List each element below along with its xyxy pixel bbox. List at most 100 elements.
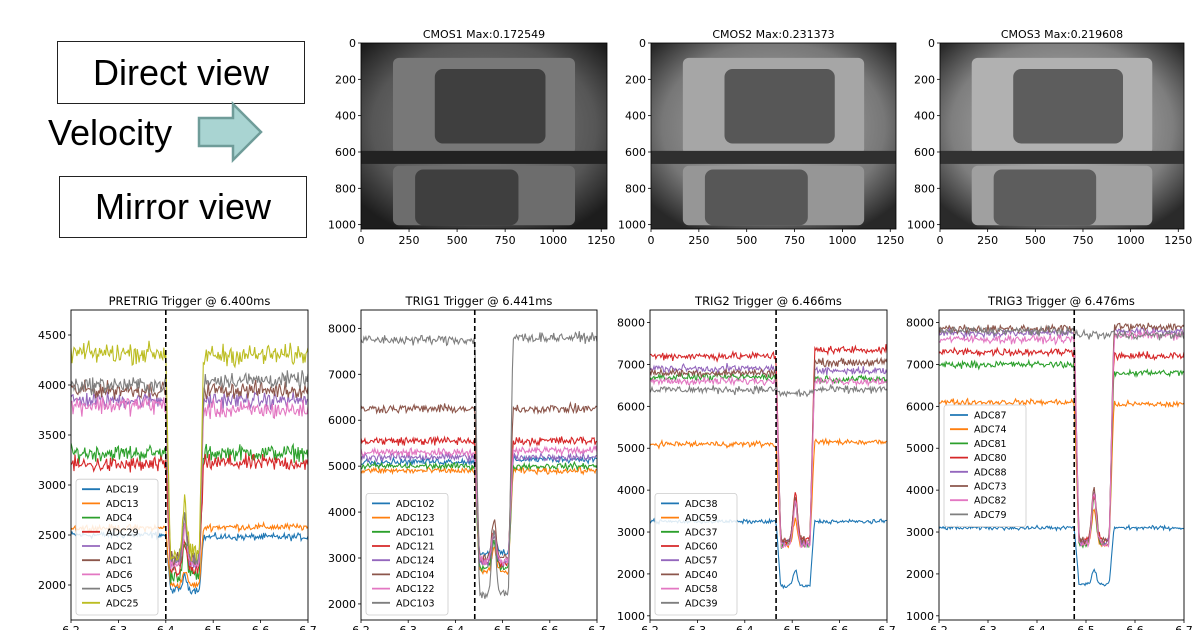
plot-frame <box>70 309 309 621</box>
y-tick-label: 1000 <box>618 219 646 232</box>
x-tick-label: 0 <box>937 234 944 247</box>
legend-label: ADC101 <box>396 527 435 538</box>
series-lines <box>939 322 1184 587</box>
x-tick-label: 500 <box>736 234 757 247</box>
y-tick-label: 8000 <box>906 317 934 330</box>
y-tick-label: 7000 <box>906 358 934 371</box>
y-tick-label: 200 <box>914 73 935 86</box>
y-tick-label: 7000 <box>617 358 645 371</box>
series-line-adc2 <box>71 391 308 571</box>
mirror-view-label-box: Mirror view <box>59 176 307 238</box>
x-tick-label: 6.6 <box>252 624 270 630</box>
plot-frame <box>649 309 888 621</box>
y-tick-label: 3000 <box>38 479 66 492</box>
legend: ADC87 ADC74 ADC81 ADC80 ADC88 ADC73 ADC82 ADC79 <box>943 404 1027 527</box>
series-lines <box>361 331 597 599</box>
x-tick-label: 0 <box>358 234 365 247</box>
y-tick-label: 4000 <box>617 484 645 497</box>
y-tick-label: 400 <box>625 110 646 123</box>
series-line-adc6 <box>71 396 308 570</box>
x-tick-label: 750 <box>1072 234 1093 247</box>
legend-label: ADC29 <box>106 527 139 538</box>
series-lines <box>71 340 308 595</box>
y-tick-label: 600 <box>625 146 646 159</box>
y-tick-label: 7000 <box>328 368 356 381</box>
y-tick-label: 1000 <box>907 219 935 232</box>
adc-chart: TRIG1 Trigger @ 6.441ms 2000 3000 4000 5000 6… <box>328 294 606 630</box>
legend-label: ADC104 <box>396 570 435 581</box>
legend: ADC19 ADC13 ADC4 ADC29 ADC2 ADC1 ADC6 ADC5 ADC25 <box>75 478 159 616</box>
legend-label: ADC74 <box>974 425 1007 436</box>
x-tick-label: 250 <box>399 234 420 247</box>
legend-label: ADC57 <box>685 556 718 567</box>
x-tick-label: 6.6 <box>541 624 559 630</box>
legend-label: ADC121 <box>396 542 435 553</box>
dark-band <box>361 150 607 164</box>
lower-slot <box>415 169 519 226</box>
legend-frame <box>365 492 449 616</box>
legend: ADC102 ADC123 ADC101 ADC121 ADC124 ADC104 ADC1… <box>365 492 449 616</box>
legend-label: ADC25 <box>106 598 139 609</box>
x-tick-label: 6.3 <box>979 624 997 630</box>
legend-frame <box>75 478 159 616</box>
legend-label: ADC88 <box>974 467 1007 478</box>
series-line-adc87 <box>939 523 1184 587</box>
series-line-adc40 <box>650 356 887 547</box>
legend-label: ADC6 <box>106 570 133 581</box>
x-tick-label: 0 <box>648 234 655 247</box>
x-tick-label: 1250 <box>1164 234 1192 247</box>
y-tick-label: 200 <box>625 73 646 86</box>
dark-band <box>940 150 1184 164</box>
lower-slot <box>704 169 808 226</box>
y-tick-label: 3000 <box>906 526 934 539</box>
y-tick-label: 2500 <box>38 529 66 542</box>
y-tick-label: 400 <box>335 110 356 123</box>
x-tick-label: 6.5 <box>1077 624 1095 630</box>
y-tick-label: 6000 <box>617 400 645 413</box>
series-line-adc29 <box>71 452 308 578</box>
y-tick-label: 3000 <box>328 552 356 565</box>
image-frame <box>360 42 608 230</box>
legend-label: ADC40 <box>685 570 718 581</box>
series-line-adc103 <box>361 331 597 599</box>
legend: ADC38 ADC59 ADC37 ADC60 ADC57 ADC40 ADC58 ADC39 <box>654 492 738 616</box>
y-tick-label: 4500 <box>38 329 66 342</box>
y-tick-label: 0 <box>639 37 646 50</box>
legend-label: ADC79 <box>974 510 1007 521</box>
series-line-adc25 <box>71 340 308 562</box>
camera-panel: CMOS3 Max:0.219608 0 250 500 750 1000 1250 0 200… <box>907 28 1192 247</box>
legend-label: ADC58 <box>685 584 718 595</box>
x-tick-label: 750 <box>495 234 516 247</box>
legend-label: ADC124 <box>396 556 435 567</box>
y-tick-label: 3000 <box>617 526 645 539</box>
x-tick-label: 6.2 <box>930 624 948 630</box>
x-tick-label: 1250 <box>876 234 904 247</box>
x-tick-label: 6.4 <box>736 624 754 630</box>
legend-label: ADC38 <box>685 499 718 510</box>
series-line-adc5 <box>71 370 308 565</box>
legend-label: ADC13 <box>106 499 139 510</box>
legend-label: ADC19 <box>106 485 139 496</box>
x-tick-label: 500 <box>447 234 468 247</box>
series-line-adc39 <box>650 384 887 398</box>
legend-label: ADC81 <box>974 439 1007 450</box>
legend-label: ADC39 <box>685 598 718 609</box>
x-tick-label: 250 <box>977 234 998 247</box>
legend-label: ADC5 <box>106 584 133 595</box>
x-tick-label: 1250 <box>587 234 615 247</box>
x-tick-label: 1000 <box>539 234 567 247</box>
image-frame <box>650 42 897 230</box>
y-tick-label: 2000 <box>38 579 66 592</box>
velocity-label: Velocity <box>48 112 173 153</box>
y-tick-label: 800 <box>335 182 356 195</box>
y-tick-label: 1000 <box>617 610 645 623</box>
series-line-adc74 <box>939 397 1184 548</box>
x-tick-label: 6.5 <box>783 624 801 630</box>
y-tick-label: 800 <box>625 182 646 195</box>
y-tick-label: 6000 <box>906 400 934 413</box>
x-tick-label: 6.2 <box>352 624 370 630</box>
x-tick-label: 1000 <box>1117 234 1145 247</box>
x-tick-label: 6.4 <box>447 624 465 630</box>
upper-slot <box>434 69 546 144</box>
